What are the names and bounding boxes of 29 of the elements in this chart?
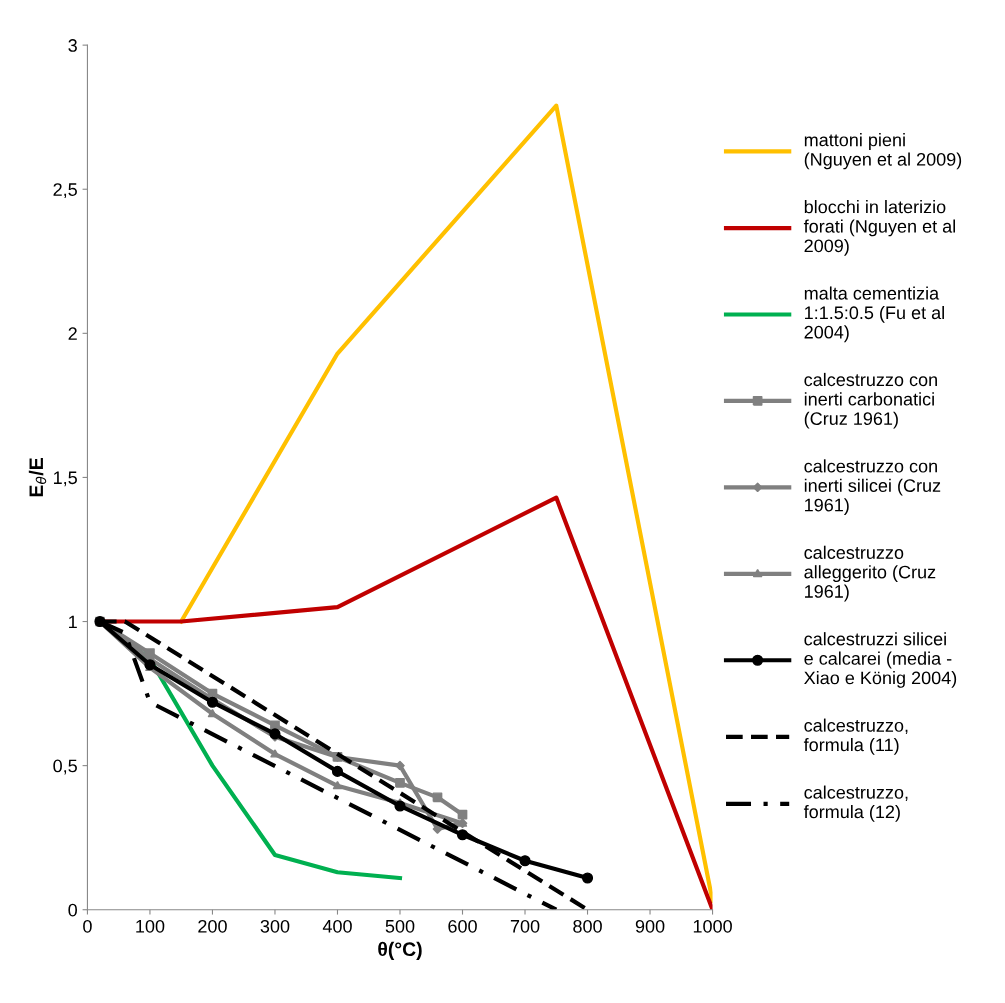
legend-label: malta cementizia 1:1.5:0.5 (Fu et al 2004): [804, 286, 944, 343]
x-tick-label: 500: [385, 919, 415, 933]
legend-label: blocchi in laterizio forati (Nguyen et al 2009): [803, 200, 955, 256]
legend-label: calcestruzzo con inerti carbonatici (Cruz 1961): [804, 372, 937, 429]
y-axis-title: E$_{θ}$/E: [28, 458, 47, 497]
x-tick-label: 600: [448, 919, 477, 933]
x-tick-label: 900: [635, 919, 665, 933]
legend-label: calcestruzzo con inerti silicei (Cruz 1961): [804, 459, 941, 516]
legend-label: calcestruzzo alleggerito (Cruz 1961): [804, 545, 936, 602]
x-tick-label: 200: [198, 919, 227, 933]
x-tick-label: 400: [322, 919, 352, 933]
x-tick-label: 0: [83, 919, 92, 933]
y-tick-label: 2,5: [53, 183, 77, 199]
y-tick-label: 0: [68, 903, 78, 917]
x-tick-label: 1000: [693, 919, 732, 933]
x-tick-label: 300: [260, 919, 290, 933]
y-tick-label: 1,5: [53, 471, 77, 487]
legend-label: calcestruzzo, formula (12): [803, 785, 908, 822]
legend-label: calcestruzzi silicei e calcarei (media - Xiao e König 2004): [804, 632, 957, 688]
y-tick-label: 0,5: [53, 759, 77, 775]
legend-label: calcestruzzo, formula (11): [803, 718, 908, 755]
y-tick-label: 2: [68, 327, 77, 340]
x-axis-title: θ(°C): [378, 941, 422, 960]
y-tick-label: 3: [68, 39, 77, 52]
legend-label: mattoni pieni (Nguyen et al 2009): [804, 133, 962, 170]
x-tick-label: 800: [573, 919, 602, 933]
x-tick-label: 700: [510, 919, 540, 933]
x-tick-label: 100: [136, 919, 165, 933]
y-tick-label: 1: [69, 615, 77, 629]
